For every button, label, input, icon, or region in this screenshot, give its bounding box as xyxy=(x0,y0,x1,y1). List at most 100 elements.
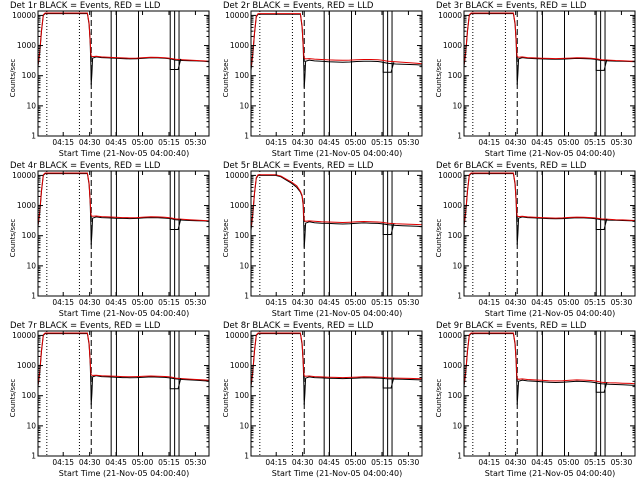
x-axis-label: Start Time (21-Nov-05 04:00:40) xyxy=(58,469,190,478)
lld-series-line xyxy=(38,172,209,225)
x-tick-label: 04:15 xyxy=(478,298,500,307)
y-tick-label: 10000 xyxy=(12,331,36,340)
events-series-line xyxy=(38,333,209,405)
y-tick-label: 10 xyxy=(239,421,249,430)
y-tick-label: 10000 xyxy=(12,171,36,180)
events-step-segment xyxy=(382,223,395,235)
x-tick-label: 04:30 xyxy=(292,298,314,307)
axis-frame xyxy=(250,330,423,457)
x-axis-label: Start Time (21-Nov-05 04:00:40) xyxy=(58,149,190,158)
x-tick-label: 05:00 xyxy=(345,138,367,147)
events-series-line xyxy=(38,13,209,85)
x-tick-label: 05:30 xyxy=(185,138,207,147)
plot-area xyxy=(38,171,209,296)
y-tick-label: 1000 xyxy=(443,201,462,210)
panel-title: Det 3r BLACK = Events, RED = LLD xyxy=(436,1,587,11)
y-tick-label: 1000 xyxy=(230,361,249,370)
x-tick-label: 05:30 xyxy=(398,138,420,147)
y-tick-label: 10000 xyxy=(438,171,462,180)
panel-title: Det 6r BLACK = Events, RED = LLD xyxy=(436,161,587,171)
x-tick-label: 04:15 xyxy=(265,138,287,147)
axis-frame xyxy=(463,10,636,137)
x-tick-label: 05:00 xyxy=(558,298,580,307)
events-step-segment xyxy=(382,377,395,389)
x-tick-label: 04:45 xyxy=(318,458,340,467)
x-tick-label: 04:45 xyxy=(531,138,553,147)
x-tick-label: 04:15 xyxy=(478,458,500,467)
x-tick-label: 04:15 xyxy=(52,138,74,147)
x-tick-label: 05:15 xyxy=(584,138,606,147)
x-tick-label: 05:00 xyxy=(132,298,154,307)
panel-plot: 04:15 04:30 04:45 05:00 05:15 05:30 1 10 100 1000… xyxy=(12,10,210,147)
detector-panel: 04:15 04:30 04:45 05:00 05:15 05:30 1 10 100 1000… xyxy=(426,320,639,480)
plot-area xyxy=(251,171,422,296)
y-tick-label: 100 xyxy=(448,391,463,400)
x-tick-label: 05:00 xyxy=(558,458,580,467)
events-step-segment xyxy=(595,382,608,393)
events-series-line xyxy=(251,333,422,405)
x-tick-label: 05:00 xyxy=(132,458,154,467)
detector-panel: 04:15 04:30 04:45 05:00 05:15 05:30 1 10 100 1000… xyxy=(213,0,426,160)
events-step-segment xyxy=(382,62,395,73)
lld-series-line xyxy=(251,332,422,385)
x-tick-label: 04:15 xyxy=(52,458,74,467)
y-tick-label: 100 xyxy=(22,231,37,240)
panel-title: Det 7r BLACK = Events, RED = LLD xyxy=(10,321,161,331)
axis-frame xyxy=(37,330,210,457)
axis-frame xyxy=(250,170,423,297)
y-tick-label: 100 xyxy=(235,71,250,80)
x-tick-label: 04:45 xyxy=(105,458,127,467)
x-tick-label: 05:00 xyxy=(345,458,367,467)
axis-frame xyxy=(37,170,210,297)
y-tick-label: 10 xyxy=(239,261,249,270)
x-tick-label: 05:15 xyxy=(584,458,606,467)
y-tick-label: 10 xyxy=(452,421,462,430)
lld-series-line xyxy=(251,174,422,229)
y-axis-label: Counts/sec xyxy=(222,58,230,98)
x-tick-label: 05:30 xyxy=(185,298,207,307)
plot-area xyxy=(251,11,422,136)
y-tick-label: 10 xyxy=(239,101,249,110)
panel-title: Det 8r BLACK = Events, RED = LLD xyxy=(223,321,374,331)
y-axis-label: Counts/sec xyxy=(222,378,230,418)
x-tick-label: 05:00 xyxy=(132,138,154,147)
y-tick-label: 10000 xyxy=(225,331,249,340)
x-axis-label: Start Time (21-Nov-05 04:00:40) xyxy=(484,309,616,318)
detector-panel: 04:15 04:30 04:45 05:00 05:15 05:30 1 10 100 1000… xyxy=(0,320,213,480)
x-tick-label: 04:30 xyxy=(505,298,527,307)
x-axis-label: Start Time (21-Nov-05 04:00:40) xyxy=(271,309,403,318)
y-tick-label: 1 xyxy=(457,452,462,461)
x-tick-label: 05:15 xyxy=(158,298,180,307)
axis-frame xyxy=(37,10,210,137)
events-series-line xyxy=(38,173,209,245)
y-tick-label: 1000 xyxy=(443,41,462,50)
y-tick-label: 100 xyxy=(235,391,250,400)
events-series-line xyxy=(251,174,422,248)
y-tick-label: 10000 xyxy=(225,171,249,180)
plot-area xyxy=(38,11,209,136)
y-tick-label: 1 xyxy=(31,132,36,141)
y-tick-label: 10 xyxy=(26,261,36,270)
x-tick-label: 05:30 xyxy=(611,298,633,307)
y-tick-label: 1 xyxy=(31,452,36,461)
x-tick-label: 04:30 xyxy=(505,458,527,467)
y-axis-label: Counts/sec xyxy=(435,218,443,258)
x-tick-label: 04:15 xyxy=(52,298,74,307)
x-tick-label: 05:30 xyxy=(611,458,633,467)
x-axis-label: Start Time (21-Nov-05 04:00:40) xyxy=(271,149,403,158)
detector-panel: 04:15 04:30 04:45 05:00 05:15 05:30 1 10 100 1000… xyxy=(426,0,639,160)
x-tick-label: 04:15 xyxy=(265,458,287,467)
y-tick-label: 1000 xyxy=(17,41,36,50)
y-tick-label: 1 xyxy=(244,292,249,301)
x-tick-label: 05:30 xyxy=(398,458,420,467)
events-series-line xyxy=(464,13,635,85)
panel-plot: 04:15 04:30 04:45 05:00 05:15 05:30 1 10 100 1000… xyxy=(438,330,636,467)
detector-panel: 04:15 04:30 04:45 05:00 05:15 05:30 1 10 100 1000… xyxy=(426,160,639,320)
panel-plot: 04:15 04:30 04:45 05:00 05:15 05:30 1 10 100 1000… xyxy=(438,170,636,307)
detector-panel: 04:15 04:30 04:45 05:00 05:15 05:30 1 10 100 1000… xyxy=(0,160,213,320)
x-tick-label: 04:45 xyxy=(105,138,127,147)
x-tick-label: 05:30 xyxy=(185,458,207,467)
y-tick-label: 10 xyxy=(26,101,36,110)
y-tick-label: 10000 xyxy=(438,331,462,340)
